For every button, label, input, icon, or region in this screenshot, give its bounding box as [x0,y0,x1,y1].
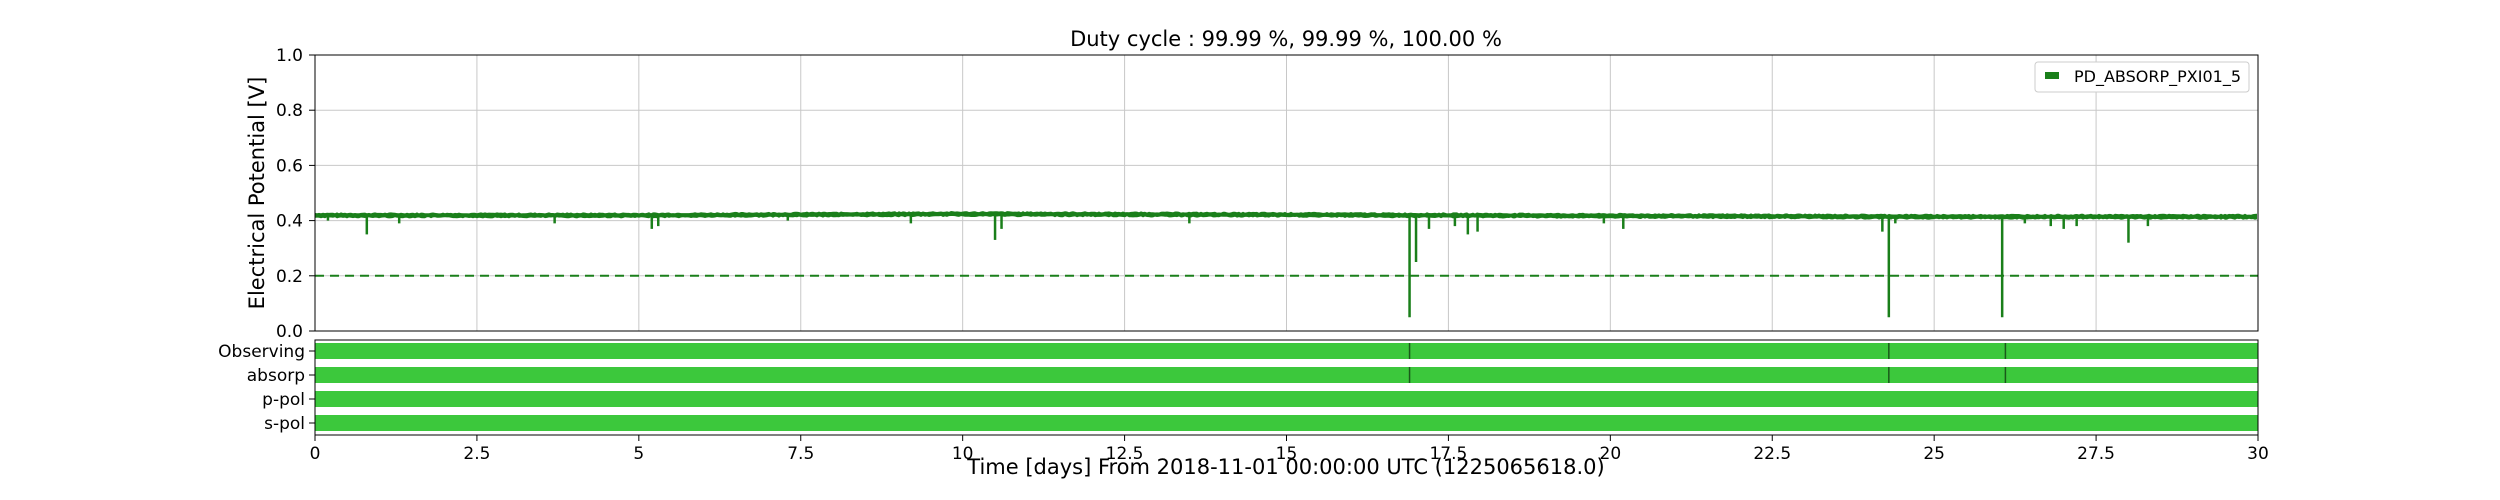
x-tick-label: 27.5 [2077,444,2115,464]
legend: PD_ABSORP_PXI01_5 [2034,61,2250,93]
segment-bar-s-pol [315,415,2258,431]
x-tick-label: 22.5 [1753,444,1791,464]
x-axis-label: Time [days] From 2018-11-01 00:00:00 UTC… [966,455,1604,479]
y-axis-label: Electrical Potential [V] [245,77,269,310]
x-axis-ticks: 0 2.5 5 7.5 10 12.5 15 17.5 20 22.5 25 27.5 30 [310,435,2269,464]
main-plot-frame [314,54,2259,332]
segments-panel: Observing absorp p-pol s-pol [218,339,2259,436]
x-tick-label: 2.5 [463,444,490,464]
x-tick-label: 30 [2247,444,2269,464]
y-tick-label: 0.2 [276,267,303,287]
x-tick-label: 20 [1600,444,1622,464]
x-tick-label: 5 [633,444,644,464]
series-group [315,211,2257,318]
segment-bar-p-pol [315,391,2258,407]
y-axis-ticks: 0.0 0.2 0.4 0.6 0.8 1.0 [276,46,315,342]
segment-bar-Observing [315,343,2258,359]
main-grid [314,54,2259,332]
segment-bar-absorp [315,367,2258,383]
x-tick-label: 12.5 [1106,444,1144,464]
x-tick-label: 15 [1276,444,1298,464]
y-tick-label: 0.8 [276,101,303,121]
x-tick-label: 17.5 [1429,444,1467,464]
segment-label: absorp [247,366,305,386]
x-tick-label: 7.5 [787,444,814,464]
segment-label: Observing [218,342,305,362]
y-tick-label: 1.0 [276,46,303,66]
y-tick-label: 0.4 [276,212,303,232]
x-tick-label: 10 [952,444,974,464]
y-tick-label: 0.0 [276,322,303,342]
segment-label: p-pol [262,390,305,410]
legend-label: PD_ABSORP_PXI01_5 [2074,67,2241,87]
segment-label: s-pol [264,414,305,434]
series-band-PD_ABSORP_PXI01_5 [315,211,2257,220]
legend-box [2034,61,2250,93]
x-tick-label: 0 [310,444,321,464]
legend-swatch [2045,72,2059,79]
chart-title: Duty cycle : 99.99 %, 99.99 %, 100.00 % [1070,27,1502,51]
x-tick-label: 25 [1923,444,1945,464]
y-tick-label: 0.6 [276,156,303,176]
